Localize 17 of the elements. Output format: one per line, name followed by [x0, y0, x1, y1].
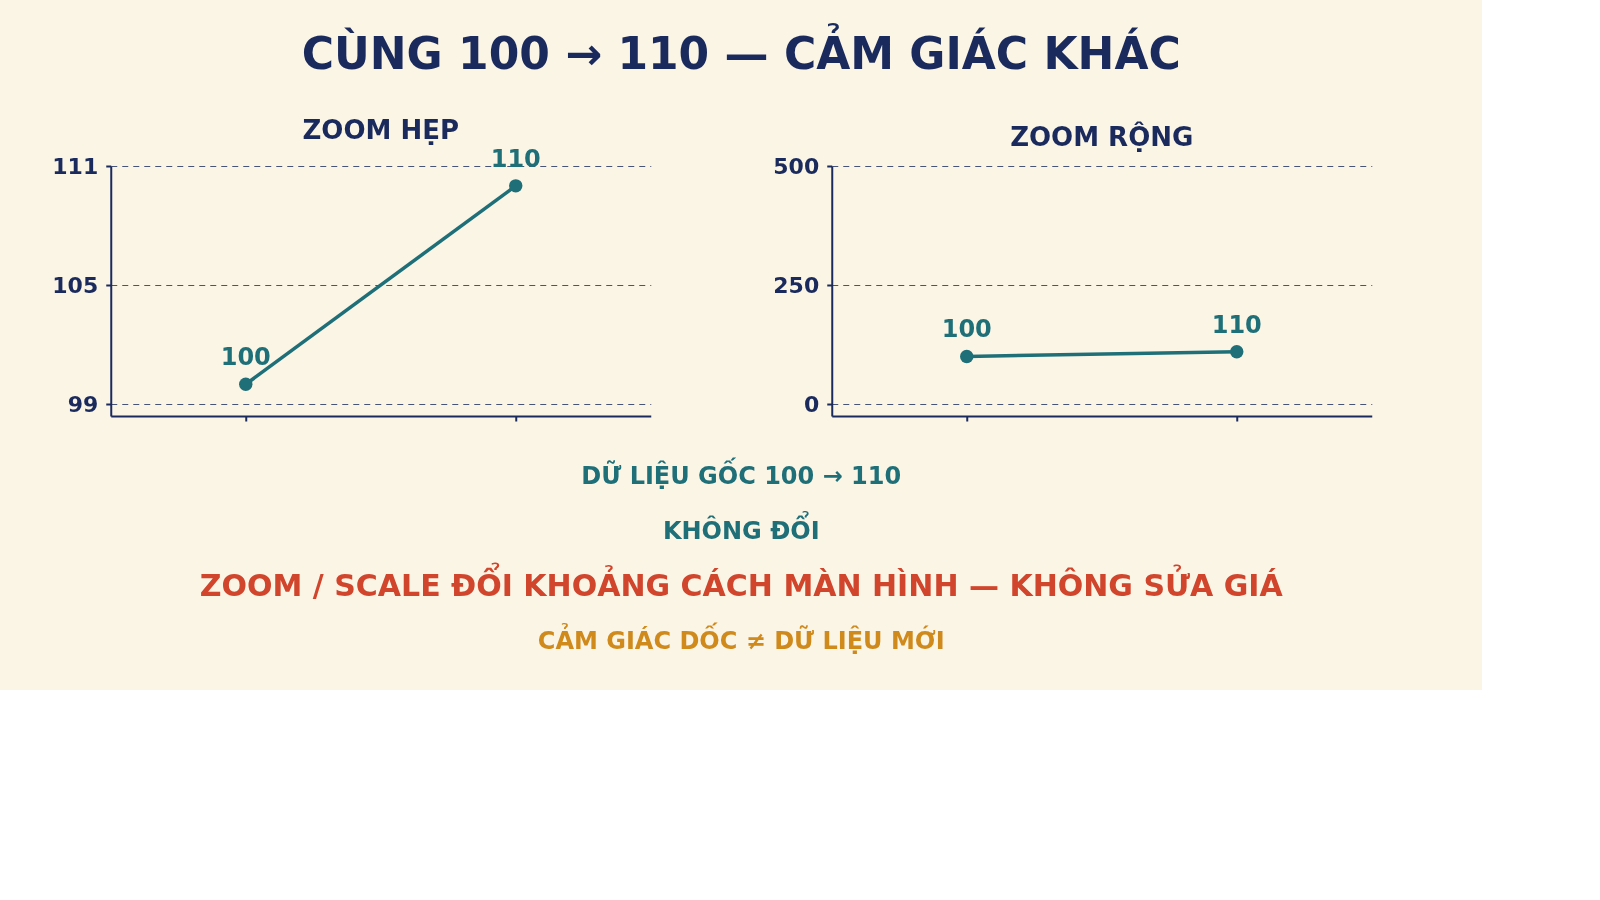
y-tick-label: 111 [52, 153, 99, 179]
text: ZOOM / SCALE ĐỔI KHOẢNG CÁCH MÀN HÌNH — KHÔNG SỬA GIÁ [199, 561, 1284, 603]
y-tick-label: 500 [773, 153, 820, 179]
chart-title: ZOOM RỘNG [1010, 121, 1194, 152]
data-label: 110 [490, 144, 541, 173]
y-tick-label: 105 [52, 272, 99, 298]
y-tick-label: 0 [803, 391, 820, 417]
text: CẢM GIÁC DỐC ≠ DỮ LIỆU MỚI [537, 621, 945, 655]
text: CÙNG 100 → 110 — CẢM GIÁC KHÁC [301, 23, 1181, 79]
y-tick-label: 99 [67, 391, 99, 417]
chart-title: ZOOM HẸP [302, 114, 460, 145]
y-tick-label: 250 [773, 272, 820, 298]
data-label: 100 [941, 315, 992, 344]
data-label: 100 [220, 343, 271, 372]
data-label: 110 [1211, 310, 1262, 339]
text: DỮ LIỆU GỐC 100 → 110 [581, 456, 902, 490]
text: KHÔNG ĐỔI [662, 509, 820, 545]
